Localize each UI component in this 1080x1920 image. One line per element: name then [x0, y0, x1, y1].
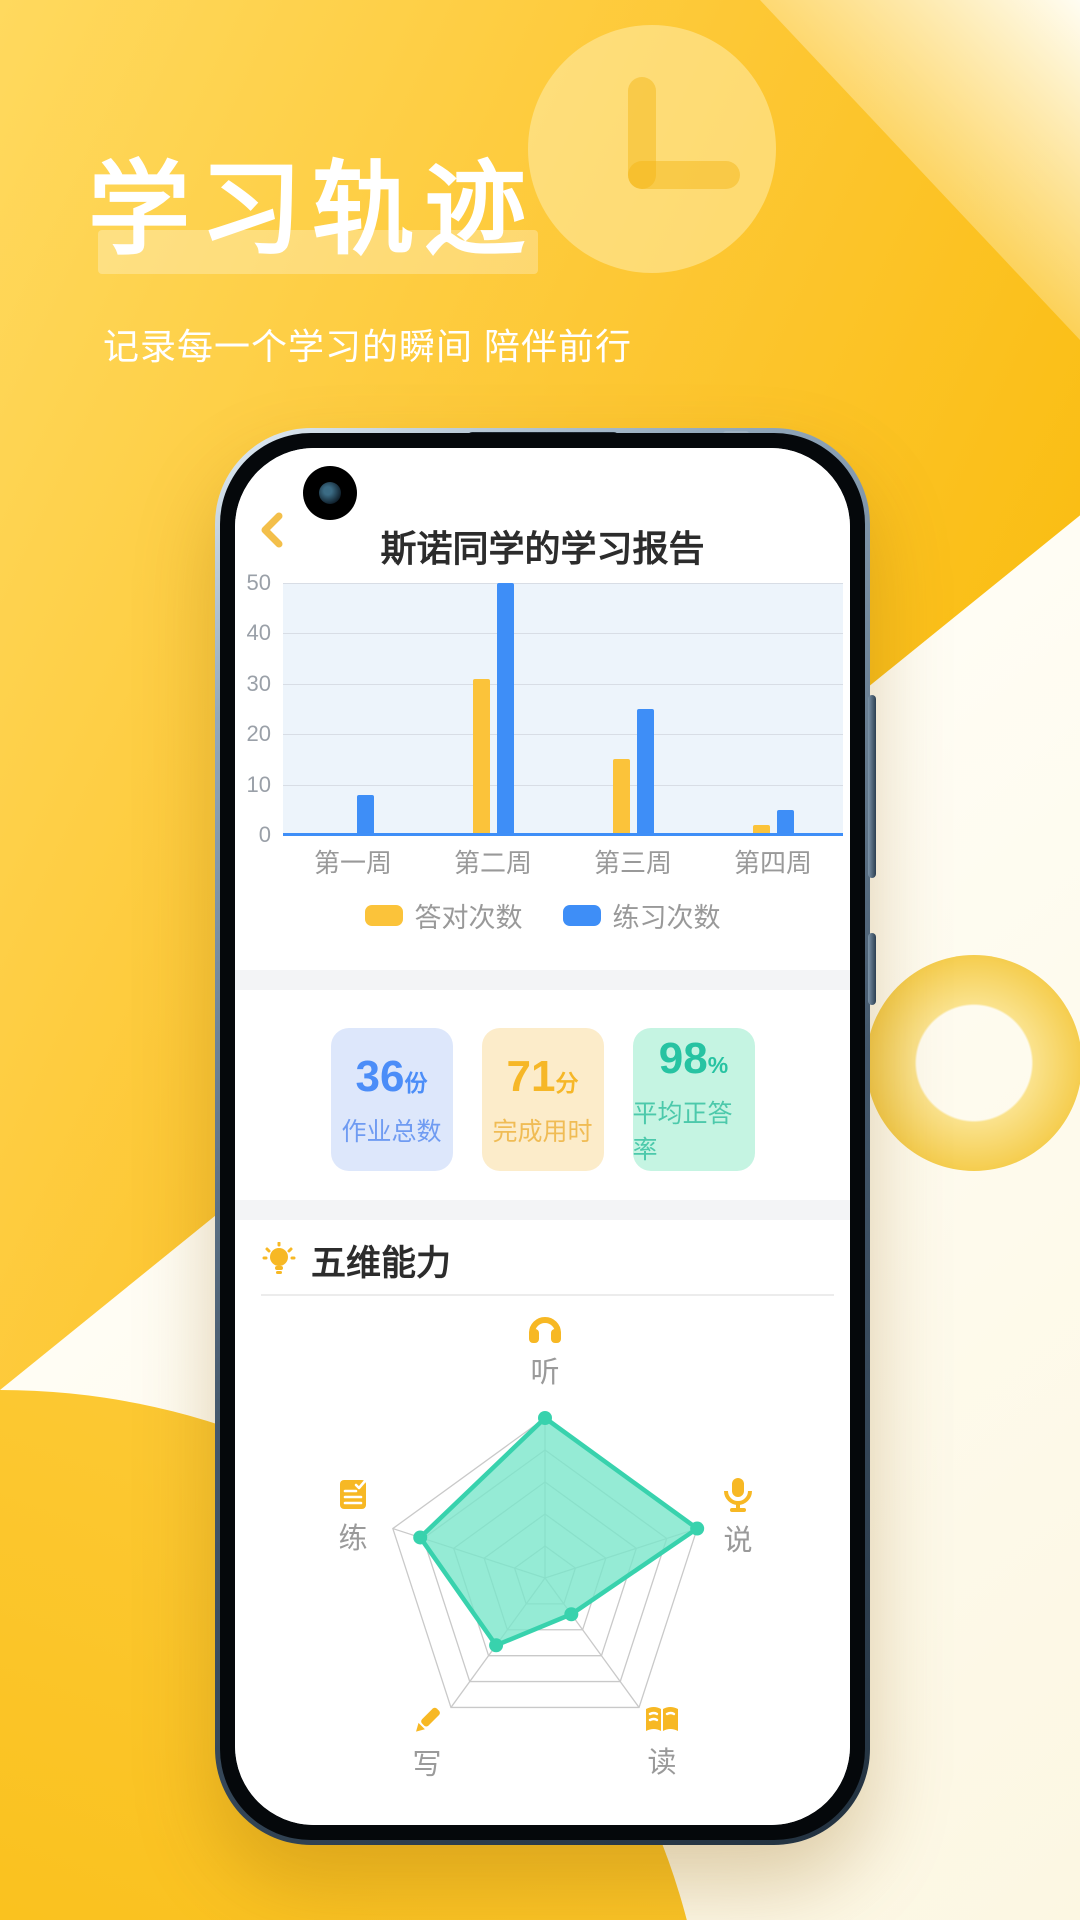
stat-label: 作业总数	[341, 1117, 442, 1146]
stat-tile-accuracy: 98% 平均正答率	[632, 1028, 755, 1171]
y-axis-tick: 20	[246, 721, 271, 747]
bar-答对次数	[472, 678, 490, 835]
bar-plot-area	[283, 583, 843, 835]
clock-icon	[528, 25, 776, 273]
bar-group	[423, 583, 563, 835]
y-axis-tick: 10	[246, 771, 271, 797]
x-axis-label: 第二周	[453, 848, 532, 878]
radar-indicator-drill: 练	[313, 1477, 393, 1557]
microphone-icon	[724, 1478, 752, 1512]
gridline	[283, 784, 843, 786]
clipboard-icon	[340, 1479, 367, 1509]
stat-label: 完成用时	[492, 1117, 593, 1146]
legend-item-practice[interactable]: 练习次数	[562, 896, 721, 935]
lightbulb-icon	[262, 1242, 296, 1274]
report-chart-card: 斯诺同学的学习报告 0 10 20 30 40 50 第一周 第二周 第三周 第四周 答对次数	[235, 448, 850, 970]
background-wedge	[760, 0, 1080, 340]
radar-svg	[392, 1411, 705, 1709]
report-title: 斯诺同学的学习报告	[380, 528, 705, 569]
hero-highlight-bar	[98, 230, 538, 274]
stat-value: 36	[355, 1051, 405, 1101]
x-axis-line	[283, 833, 843, 836]
bar-答对次数	[752, 824, 770, 835]
y-axis-tick: 50	[246, 570, 271, 595]
stat-value: 98	[658, 1033, 708, 1083]
legend-label: 练习次数	[612, 903, 721, 933]
radar-label: 听	[530, 1357, 560, 1389]
radar-indicator-listen: 听	[505, 1311, 585, 1391]
stat-label: 平均正答率	[632, 1099, 733, 1164]
back-button[interactable]	[257, 510, 287, 550]
front-camera	[303, 466, 357, 520]
bar-练习次数	[496, 583, 514, 835]
radar-indicator-read: 读	[622, 1703, 702, 1781]
gridline	[283, 633, 843, 635]
x-axis-label: 第一周	[313, 848, 392, 878]
stat-unit: 分	[555, 1069, 579, 1096]
phone-screen: 斯诺同学的学习报告 0 10 20 30 40 50 第一周 第二周 第三周 第四周 答对次数	[235, 448, 850, 1825]
bar-答对次数	[612, 759, 630, 835]
app-header: 斯诺同学的学习报告	[235, 448, 850, 573]
legend-swatch-blue	[562, 905, 601, 926]
radar-indicator-write: 写	[387, 1703, 467, 1783]
stats-row: 36份 作业总数 71分 完成用时 98% 平均正答率	[235, 1028, 850, 1171]
page-subtitle: 记录每一个学习的瞬间 陪伴前行	[103, 326, 633, 367]
x-axis-label: 第四周	[733, 848, 812, 878]
pencil-icon	[416, 1707, 440, 1732]
legend-label: 答对次数	[414, 903, 523, 933]
clock-hand	[628, 77, 656, 189]
chart-legend: 答对次数 练习次数	[235, 896, 850, 935]
stat-unit: %	[707, 1051, 729, 1078]
bar-group	[703, 583, 843, 835]
gridline	[283, 683, 843, 685]
bar-plot: 0 10 20 30 40 50	[247, 570, 843, 847]
headphones-icon	[529, 1317, 561, 1343]
y-axis-tick: 30	[246, 670, 271, 696]
legend-item-correct[interactable]: 答对次数	[364, 896, 523, 935]
bar-练习次数	[776, 809, 794, 835]
stat-tile-duration: 71分 完成用时	[481, 1028, 604, 1171]
bar-练习次数	[636, 709, 654, 835]
radar-label: 说	[723, 1525, 753, 1557]
five-dim-title: 五维能力	[311, 1243, 452, 1283]
y-axis-tick: 0	[258, 822, 271, 847]
radar-label: 读	[647, 1747, 677, 1779]
bar-group	[283, 583, 423, 835]
y-axis-tick: 40	[246, 620, 271, 646]
gridline	[283, 734, 843, 736]
legend-swatch-yellow	[364, 905, 403, 926]
radar-indicator-speak: 说	[698, 1477, 778, 1559]
page-title: 学习轨迹	[88, 153, 536, 267]
radar-label: 练	[338, 1523, 368, 1555]
x-axis-label: 第三周	[593, 848, 672, 878]
radar-chart: 听 说	[235, 1305, 850, 1825]
phone-bezel: 斯诺同学的学习报告 0 10 20 30 40 50 第一周 第二周 第三周 第四周 答对次数	[220, 433, 865, 1840]
stat-unit: 份	[404, 1069, 428, 1096]
bar-练习次数	[356, 794, 374, 835]
power-button	[868, 933, 876, 1005]
x-axis-labels: 第一周 第二周 第三周 第四周	[283, 843, 843, 880]
five-dim-header: 五维能力	[261, 1240, 834, 1296]
phone-mockup: 斯诺同学的学习报告 0 10 20 30 40 50 第一周 第二周 第三周 第四周 答对次数	[215, 428, 876, 1845]
radar-label: 写	[412, 1749, 442, 1781]
clock-hand	[628, 161, 740, 189]
stat-value: 71	[506, 1051, 556, 1101]
bar-group	[563, 583, 703, 835]
book-icon	[646, 1707, 678, 1731]
volume-button	[868, 695, 876, 878]
gridline	[283, 583, 843, 584]
stat-tile-homework: 36份 作业总数	[330, 1028, 453, 1171]
background-ring	[866, 955, 1080, 1171]
